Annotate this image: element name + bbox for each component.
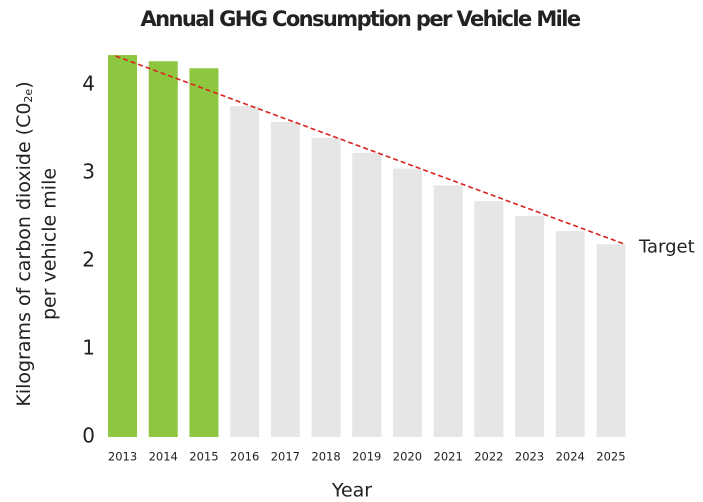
- x-tick-label: 2024: [556, 450, 585, 464]
- y-axis-label-subscript: 2e: [22, 89, 35, 103]
- bar: [433, 185, 463, 437]
- x-tick-label: 2015: [189, 450, 218, 464]
- bar: [189, 68, 219, 437]
- y-axis-label-text: Kilograms of carbon dioxide (C0: [13, 103, 35, 407]
- x-tick-label: 2013: [108, 450, 137, 464]
- x-tick-label: 2014: [149, 450, 178, 464]
- x-tick-label: 2022: [474, 450, 503, 464]
- bar: [515, 216, 545, 437]
- bar: [108, 55, 138, 437]
- y-tick-label: 1: [82, 336, 95, 360]
- bar: [392, 168, 422, 437]
- bar: [474, 201, 504, 437]
- y-tick-label: 2: [82, 248, 95, 272]
- bar: [352, 152, 382, 437]
- y-tick-label: 4: [82, 72, 95, 96]
- x-tick-label: 2023: [515, 450, 544, 464]
- bar: [148, 61, 178, 438]
- y-tick-label: 0: [82, 424, 95, 448]
- x-tick-label: 2025: [596, 450, 625, 464]
- bar: [230, 106, 260, 438]
- x-axis-label: Year: [331, 480, 372, 502]
- x-tick-label: 2019: [352, 450, 381, 464]
- target-label: Target: [638, 236, 695, 257]
- bar: [596, 244, 626, 437]
- x-tick-label: 2020: [393, 450, 422, 464]
- x-tick-label: 2016: [230, 450, 259, 464]
- x-tick-label: 2021: [434, 450, 463, 464]
- x-tick-label: 2017: [271, 450, 300, 464]
- bar: [311, 137, 341, 438]
- bar: [270, 121, 300, 438]
- bar: [555, 231, 585, 437]
- x-tick-label: 2018: [311, 450, 340, 464]
- chart-title: Annual GHG Consumption per Vehicle Mile: [141, 7, 581, 31]
- y-axis-label: per vehicle mile: [39, 168, 61, 320]
- y-tick-label: 3: [82, 160, 95, 184]
- target-line: [115, 55, 626, 246]
- y-axis-label: Kilograms of carbon dioxide (C02e): [13, 81, 36, 406]
- y-axis-label-text: ): [13, 81, 35, 88]
